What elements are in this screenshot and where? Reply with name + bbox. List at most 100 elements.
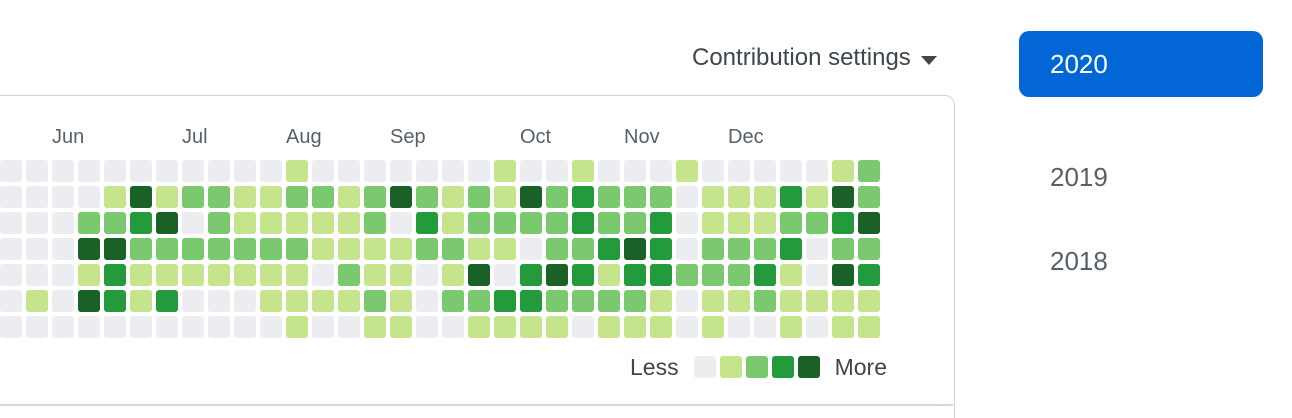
contribution-cell[interactable]: [650, 212, 672, 234]
contribution-cell[interactable]: [52, 186, 74, 208]
contribution-cell[interactable]: [390, 160, 412, 182]
contribution-cell[interactable]: [312, 186, 334, 208]
contribution-cell[interactable]: [598, 160, 620, 182]
contribution-cell[interactable]: [286, 212, 308, 234]
contribution-cell[interactable]: [416, 186, 438, 208]
contribution-cell[interactable]: [234, 316, 256, 338]
contribution-cell[interactable]: [676, 316, 698, 338]
contribution-cell[interactable]: [104, 316, 126, 338]
contribution-cell[interactable]: [52, 238, 74, 260]
contribution-cell[interactable]: [468, 160, 490, 182]
contribution-cell[interactable]: [728, 238, 750, 260]
contribution-cell[interactable]: [806, 160, 828, 182]
contribution-cell[interactable]: [234, 160, 256, 182]
contribution-cell[interactable]: [52, 212, 74, 234]
year-link-2018[interactable]: 2018: [1050, 246, 1108, 276]
contribution-cell[interactable]: [572, 212, 594, 234]
contribution-cell[interactable]: [364, 290, 386, 312]
contribution-cell[interactable]: [26, 212, 48, 234]
contribution-cell[interactable]: [520, 186, 542, 208]
contribution-cell[interactable]: [702, 160, 724, 182]
contribution-cell[interactable]: [0, 238, 22, 260]
contribution-cell[interactable]: [26, 160, 48, 182]
contribution-cell[interactable]: [754, 316, 776, 338]
contribution-cell[interactable]: [598, 316, 620, 338]
contribution-cell[interactable]: [806, 212, 828, 234]
contribution-cell[interactable]: [416, 290, 438, 312]
contribution-cell[interactable]: [208, 186, 230, 208]
contribution-cell[interactable]: [676, 238, 698, 260]
contribution-cell[interactable]: [494, 212, 516, 234]
contribution-cell[interactable]: [208, 238, 230, 260]
contribution-cell[interactable]: [442, 212, 464, 234]
contribution-cell[interactable]: [468, 290, 490, 312]
contribution-cell[interactable]: [0, 316, 22, 338]
contribution-cell[interactable]: [858, 290, 880, 312]
contribution-cell[interactable]: [208, 160, 230, 182]
contribution-cell[interactable]: [260, 264, 282, 286]
contribution-cell[interactable]: [156, 290, 178, 312]
contribution-cell[interactable]: [468, 316, 490, 338]
contribution-cell[interactable]: [130, 212, 152, 234]
contribution-cell[interactable]: [78, 264, 100, 286]
contribution-cell[interactable]: [260, 186, 282, 208]
contribution-cell[interactable]: [728, 160, 750, 182]
contribution-cell[interactable]: [754, 186, 776, 208]
contribution-cell[interactable]: [338, 290, 360, 312]
contribution-cell[interactable]: [0, 186, 22, 208]
contribution-cell[interactable]: [156, 212, 178, 234]
contribution-cell[interactable]: [182, 290, 204, 312]
contribution-cell[interactable]: [780, 212, 802, 234]
contribution-cell[interactable]: [806, 316, 828, 338]
contribution-cell[interactable]: [858, 264, 880, 286]
contribution-cell[interactable]: [156, 160, 178, 182]
contribution-cell[interactable]: [182, 186, 204, 208]
contribution-cell[interactable]: [130, 238, 152, 260]
contribution-cell[interactable]: [676, 212, 698, 234]
contribution-cell[interactable]: [78, 212, 100, 234]
contribution-cell[interactable]: [130, 264, 152, 286]
contribution-cell[interactable]: [338, 186, 360, 208]
contribution-cell[interactable]: [234, 186, 256, 208]
contribution-cell[interactable]: [780, 264, 802, 286]
contribution-cell[interactable]: [364, 186, 386, 208]
contribution-cell[interactable]: [312, 160, 334, 182]
contribution-cell[interactable]: [520, 212, 542, 234]
contribution-cell[interactable]: [702, 264, 724, 286]
contribution-cell[interactable]: [494, 238, 516, 260]
contribution-cell[interactable]: [234, 264, 256, 286]
contribution-cell[interactable]: [182, 316, 204, 338]
contribution-cell[interactable]: [780, 316, 802, 338]
contribution-cell[interactable]: [364, 264, 386, 286]
contribution-cell[interactable]: [312, 264, 334, 286]
contribution-cell[interactable]: [312, 238, 334, 260]
contribution-cell[interactable]: [520, 290, 542, 312]
contribution-cell[interactable]: [416, 316, 438, 338]
contribution-cell[interactable]: [728, 212, 750, 234]
contribution-cell[interactable]: [234, 212, 256, 234]
contribution-cell[interactable]: [520, 316, 542, 338]
contribution-cell[interactable]: [390, 290, 412, 312]
contribution-cell[interactable]: [832, 212, 854, 234]
contribution-cell[interactable]: [676, 290, 698, 312]
contribution-cell[interactable]: [104, 290, 126, 312]
contribution-cell[interactable]: [546, 160, 568, 182]
contribution-cell[interactable]: [104, 238, 126, 260]
contribution-cell[interactable]: [780, 160, 802, 182]
contribution-cell[interactable]: [650, 264, 672, 286]
contribution-cell[interactable]: [260, 238, 282, 260]
contribution-cell[interactable]: [156, 264, 178, 286]
contribution-cell[interactable]: [0, 160, 22, 182]
contribution-cell[interactable]: [26, 186, 48, 208]
contribution-cell[interactable]: [416, 238, 438, 260]
contribution-cell[interactable]: [52, 290, 74, 312]
contribution-cell[interactable]: [806, 264, 828, 286]
contribution-cell[interactable]: [156, 238, 178, 260]
contribution-cell[interactable]: [208, 316, 230, 338]
contribution-cell[interactable]: [104, 186, 126, 208]
contribution-cell[interactable]: [858, 160, 880, 182]
contribution-cell[interactable]: [234, 238, 256, 260]
contribution-cell[interactable]: [624, 316, 646, 338]
contribution-cell[interactable]: [650, 186, 672, 208]
contribution-cell[interactable]: [26, 264, 48, 286]
